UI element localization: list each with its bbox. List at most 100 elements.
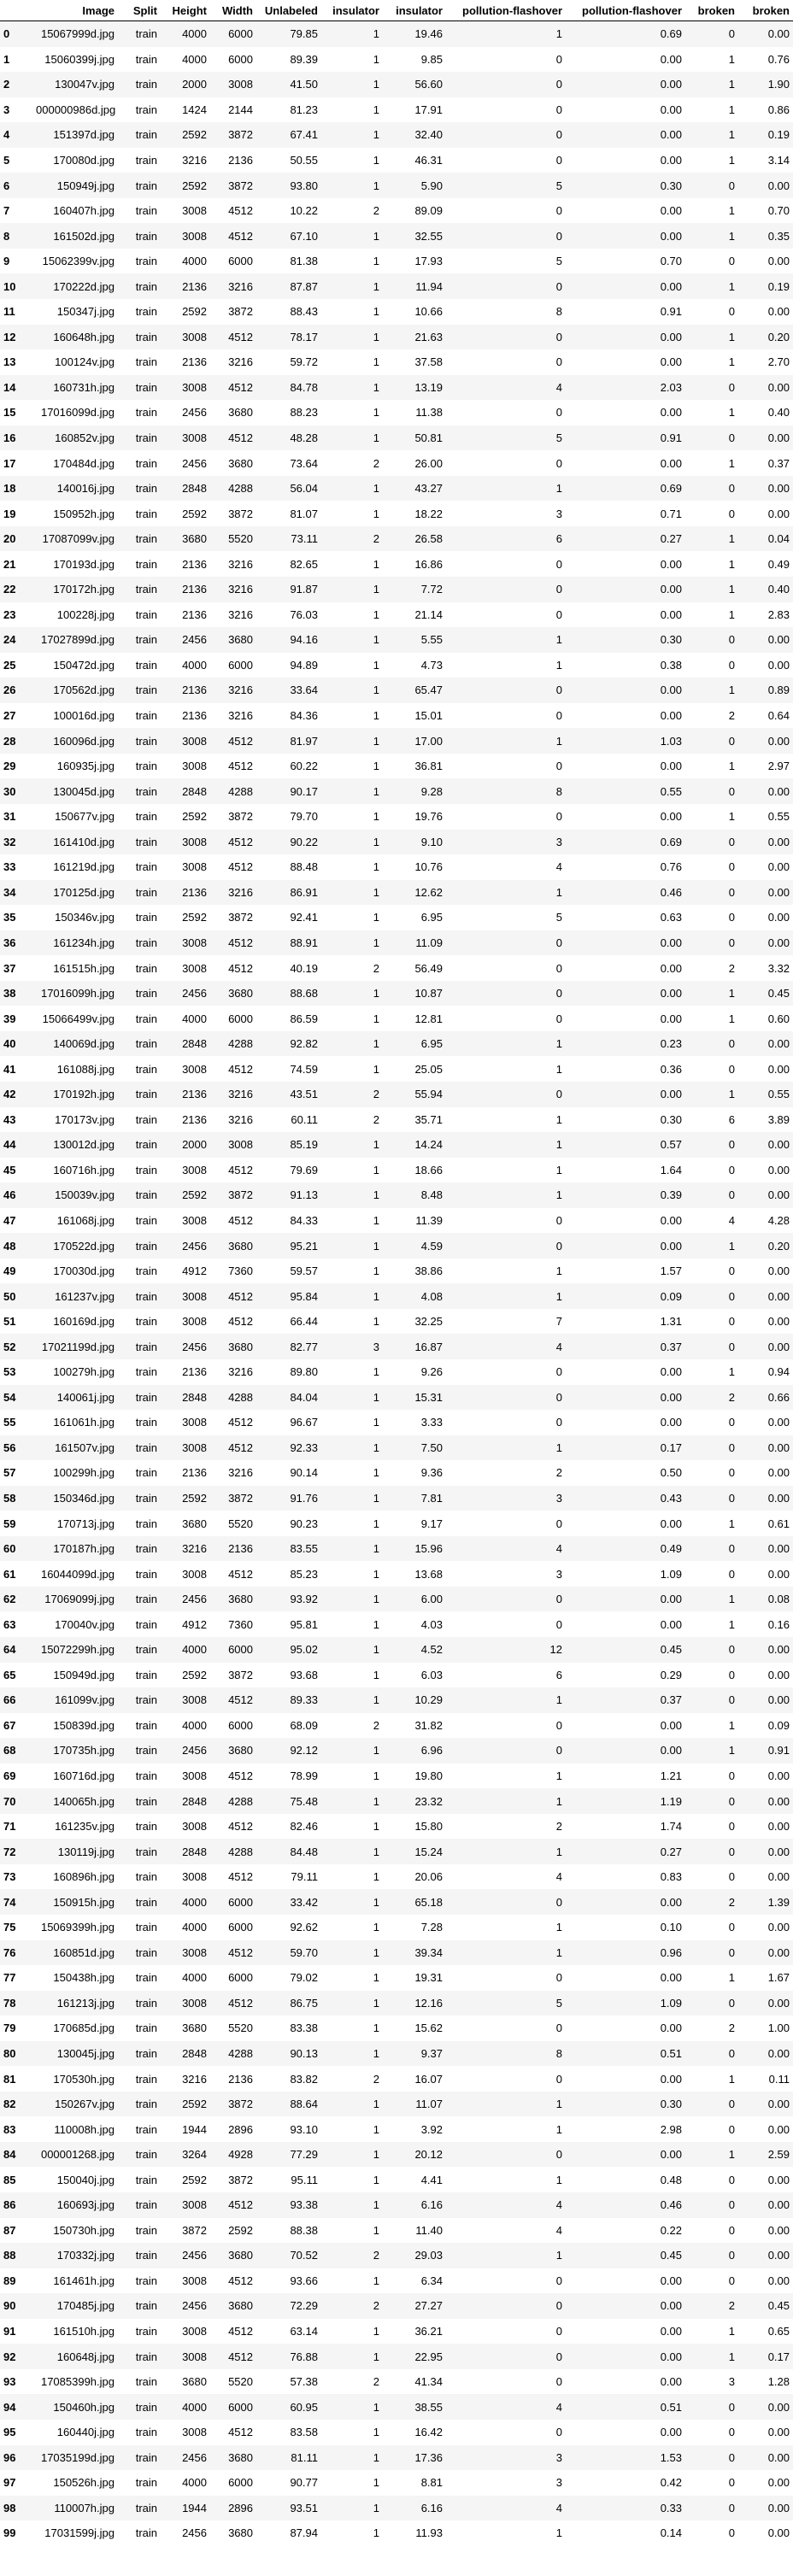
table-cell: 0.00 — [660, 1012, 682, 1025]
table-cell: 0 — [728, 1945, 735, 1959]
header-row: Image Split Height Width Unlabeled insulator i… — [0, 0, 793, 21]
table-cell: 0 — [555, 2325, 562, 2338]
table-cell: 161234h.jpg — [53, 936, 115, 949]
table-cell: 0.76 — [660, 860, 682, 874]
table-cell: 7360 — [228, 1265, 253, 1278]
table-cell: 1 — [555, 885, 562, 899]
table-cell: 0 — [555, 229, 562, 243]
table-cell: 160096d.jpg — [53, 734, 115, 748]
table-cell: train — [135, 255, 157, 268]
table-cell: 0.00 — [660, 1718, 682, 1732]
table-cell: 0.00 — [660, 583, 682, 596]
row-index: 63 — [3, 1617, 16, 1631]
table-cell: 3008 — [182, 1567, 207, 1581]
table-cell: 3008 — [228, 1138, 253, 1152]
table-cell: 6000 — [228, 2476, 253, 2490]
table-cell: 3680 — [228, 1239, 253, 1253]
table-cell: 3680 — [228, 633, 253, 647]
table-cell: 93.51 — [290, 2501, 318, 2514]
table-cell: 4000 — [182, 1718, 207, 1732]
table-cell: 17027899d.jpg — [40, 633, 115, 647]
table-cell: 1 — [373, 431, 379, 445]
table-cell: 0 — [555, 2072, 562, 2086]
table-cell: 1 — [373, 1037, 379, 1051]
table-cell: 73.11 — [291, 532, 318, 546]
table-cell: 2 — [373, 204, 379, 218]
table-cell: 0.49 — [767, 557, 790, 571]
table-cell: 000001268.jpg — [40, 2148, 115, 2162]
table-cell: 3216 — [182, 2072, 207, 2086]
table-row: 52 17021199d.jpg train 2456 3680 82.77 3 16.87 4… — [0, 1334, 793, 1359]
table-cell: 41.50 — [290, 78, 318, 91]
table-cell: 0.00 — [767, 2047, 790, 2061]
table-cell: 1 — [373, 2400, 379, 2414]
table-cell: 150039v.jpg — [55, 1188, 115, 1202]
table-cell: 6 — [555, 1668, 562, 1681]
table-cell: 0 — [728, 2501, 735, 2514]
table-cell: 1 — [373, 1188, 379, 1202]
table-cell: 29.03 — [414, 2249, 443, 2262]
row-index: 88 — [3, 2249, 16, 2262]
table-cell: 19.31 — [414, 1971, 443, 1985]
table-cell: train — [135, 1845, 157, 1858]
table-cell: 0 — [728, 2450, 735, 2464]
table-cell: 150438h.jpg — [53, 1971, 115, 1985]
table-cell: 6000 — [228, 1012, 253, 1025]
table-cell: 160169d.jpg — [53, 1315, 115, 1329]
row-index: 81 — [3, 2072, 16, 2086]
table-row: 39 15066499v.jpg train 4000 6000 86.59 1 12.81 0… — [0, 1006, 793, 1031]
table-cell: train — [135, 1870, 157, 1884]
table-cell: train — [135, 784, 157, 798]
table-cell: 3680 — [228, 1593, 253, 1606]
table-cell: train — [135, 684, 157, 697]
table-cell: 4 — [555, 2400, 562, 2414]
table-cell: train — [135, 760, 157, 773]
table-cell: 0.00 — [767, 885, 790, 899]
table-cell: 161410d.jpg — [53, 835, 115, 848]
table-cell: 0.64 — [767, 709, 790, 723]
row-index: 67 — [3, 1718, 16, 1732]
table-cell: train — [135, 734, 157, 748]
table-cell: 1 — [555, 1062, 562, 1076]
table-cell: 1 — [728, 1012, 735, 1025]
table-cell: 4000 — [182, 2476, 207, 2490]
table-cell: 0.55 — [767, 1088, 790, 1101]
table-cell: 3008 — [182, 1315, 207, 1329]
table-cell: 2848 — [182, 1794, 207, 1808]
row-index: 54 — [3, 1390, 16, 1404]
table-cell: 4.59 — [420, 1239, 443, 1253]
table-cell: 3264 — [182, 2148, 207, 2162]
table-cell: 1 — [555, 1037, 562, 1051]
table-cell: 92.82 — [290, 1037, 318, 1051]
table-cell: 0.60 — [767, 1012, 790, 1025]
table-cell: 0.00 — [660, 2325, 682, 2338]
table-cell: 2592 — [182, 179, 207, 192]
table-cell: 1 — [373, 1820, 379, 1834]
table-cell: 3.92 — [420, 2122, 443, 2136]
table-cell: 95.84 — [290, 1289, 318, 1303]
table-cell: 87.87 — [290, 279, 318, 293]
table-cell: 0.70 — [660, 255, 682, 268]
table-cell: 2 — [373, 2072, 379, 2086]
table-cell: 4512 — [228, 936, 253, 949]
table-cell: 9.10 — [420, 835, 443, 848]
row-index: 15 — [3, 406, 16, 420]
table-cell: train — [135, 380, 157, 394]
table-cell: 0.00 — [767, 936, 790, 949]
table-cell: 3 — [555, 507, 562, 520]
row-index: 75 — [3, 1921, 16, 1934]
table-cell: 48.28 — [290, 431, 318, 445]
table-row: 77 150438h.jpg train 4000 6000 79.02 1 19.31 0 0.… — [0, 1965, 793, 1991]
table-cell: 15.24 — [414, 1845, 443, 1858]
table-cell: 4000 — [182, 52, 207, 66]
table-cell: 15072299h.jpg — [40, 1643, 115, 1657]
table-cell: 19.80 — [414, 1769, 443, 1782]
column-header: broken — [738, 0, 793, 21]
table-cell: 3216 — [228, 1466, 253, 1480]
table-cell: 3008 — [182, 204, 207, 218]
table-cell: train — [135, 1112, 157, 1126]
table-cell: 170530h.jpg — [53, 2072, 115, 2086]
table-cell: 96.67 — [290, 1416, 318, 1429]
table-row: 50 161237v.jpg train 3008 4512 95.84 1 4.08 1 0.0… — [0, 1283, 793, 1309]
table-cell: 3680 — [182, 2375, 207, 2389]
